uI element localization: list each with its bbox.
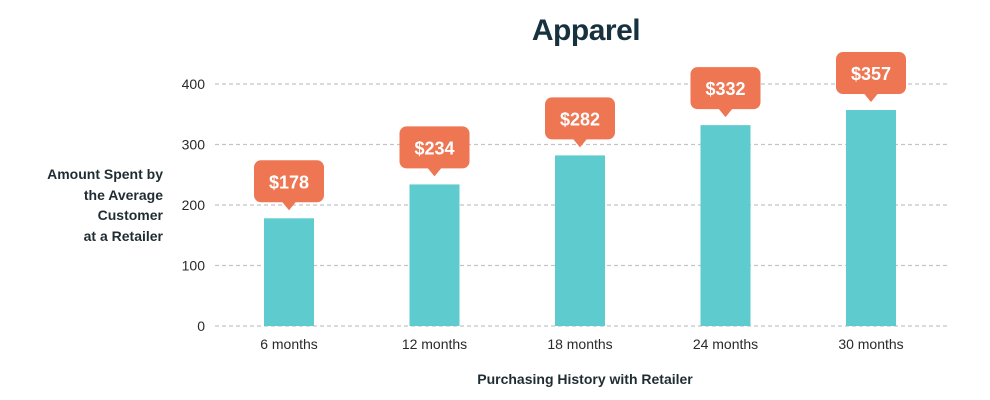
y-axis-label-line: at a Retailer (83, 227, 163, 244)
y-axis-label: Amount Spent by the Average Customer at … (20, 164, 163, 246)
bar (846, 110, 896, 326)
value-callout (254, 160, 324, 203)
x-tick-label: 18 months (547, 336, 612, 352)
value-callout (690, 67, 761, 110)
data-label: $282 (560, 109, 600, 129)
bar (409, 184, 460, 326)
value-callout-pointer (427, 167, 442, 177)
bar (264, 218, 314, 326)
data-label: $234 (414, 138, 454, 158)
value-callout-pointer (573, 138, 587, 148)
value-callout (545, 97, 615, 140)
y-tick-label: 200 (182, 197, 206, 213)
y-axis-label-line: Amount Spent by (47, 166, 163, 182)
data-label: $332 (705, 79, 745, 99)
value-callout-pointer (282, 201, 296, 211)
data-label: $178 (269, 172, 309, 192)
bar (700, 125, 751, 326)
x-tick-label: 6 months (260, 336, 318, 352)
value-callout-pointer (718, 108, 733, 118)
x-axis-label: Purchasing History with Retailer (477, 371, 693, 387)
value-callout-pointer (864, 93, 878, 103)
data-label: $357 (851, 64, 891, 84)
x-tick-label: 12 months (402, 336, 467, 352)
y-tick-label: 300 (182, 137, 206, 153)
chart-title: Apparel (531, 14, 641, 47)
x-tick-label: 24 months (693, 336, 758, 352)
value-callout (399, 126, 470, 169)
bar (555, 155, 605, 326)
x-tick-label: 30 months (838, 336, 903, 352)
y-axis-label-line: Customer (97, 207, 163, 223)
y-tick-label: 100 (182, 258, 206, 274)
value-callout (836, 52, 906, 95)
y-tick-label: 0 (197, 318, 205, 334)
y-axis-label-line: the Average (83, 186, 163, 203)
y-tick-label: 400 (182, 76, 206, 92)
